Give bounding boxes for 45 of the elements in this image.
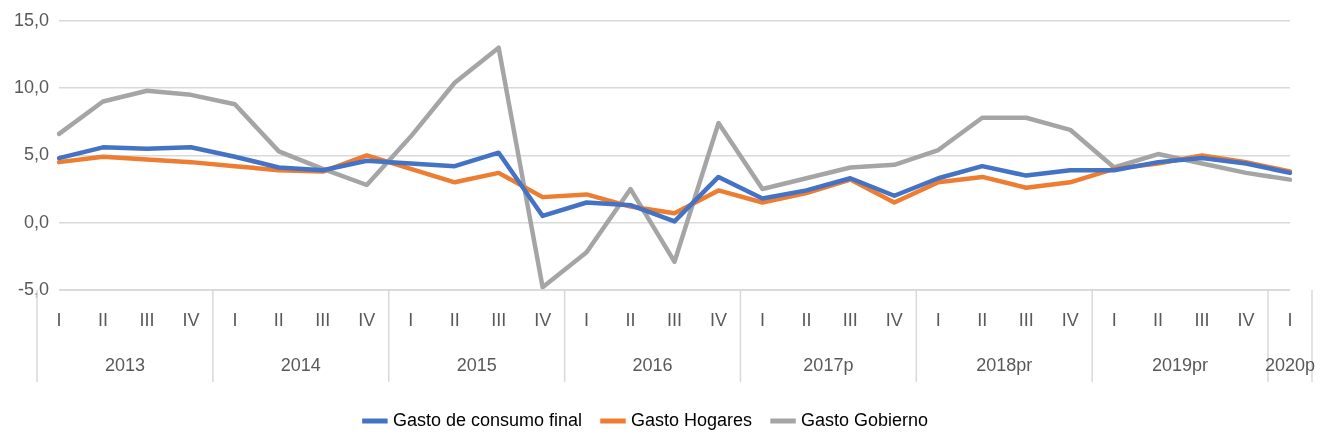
legend-label: Gasto Hogares bbox=[630, 409, 753, 430]
x-tick-label: III bbox=[842, 309, 858, 330]
x-tick-label: I bbox=[1287, 309, 1293, 330]
x-tick-label: III bbox=[667, 309, 683, 330]
x-tick-label: I bbox=[56, 309, 62, 330]
x-tick-label: II bbox=[97, 309, 108, 330]
x-tick-label: IV bbox=[534, 309, 552, 330]
x-tick-label: I bbox=[759, 309, 765, 330]
x-tick-label: II bbox=[625, 309, 636, 330]
x-tick-label: III bbox=[315, 309, 331, 330]
legend-label: Gasto de consumo final bbox=[392, 409, 582, 430]
x-tick-label: II bbox=[1153, 309, 1164, 330]
x-tick-label: III bbox=[491, 309, 507, 330]
x-tick-label: IV bbox=[885, 309, 903, 330]
text: 2013 bbox=[104, 354, 145, 375]
y-tick-label: 5,0 bbox=[24, 144, 50, 165]
text: 2016 bbox=[632, 354, 673, 375]
x-tick-label: II bbox=[801, 309, 812, 330]
y-tick-label: 0,0 bbox=[24, 211, 50, 232]
text: 2014 bbox=[280, 354, 321, 375]
x-tick-label: I bbox=[584, 309, 590, 330]
x-tick-label: II bbox=[273, 309, 284, 330]
y-tick-label: -5,0 bbox=[18, 278, 50, 299]
x-tick-label: I bbox=[935, 309, 941, 330]
y-tick-label: 15,0 bbox=[13, 9, 50, 30]
x-tick-label: IV bbox=[358, 309, 376, 330]
x-tick-label: I bbox=[232, 309, 238, 330]
x-tick-label: IV bbox=[709, 309, 727, 330]
x-tick-label: II bbox=[449, 309, 460, 330]
text: 2017p bbox=[803, 354, 854, 375]
text: 2018pr bbox=[976, 354, 1033, 375]
x-tick-label: I bbox=[408, 309, 414, 330]
x-tick-label: III bbox=[139, 309, 155, 330]
x-tick-label: II bbox=[977, 309, 988, 330]
legend-label: Gasto Gobierno bbox=[801, 409, 929, 430]
x-tick-label: III bbox=[1018, 309, 1034, 330]
text: 2015 bbox=[456, 354, 497, 375]
x-tick-label: I bbox=[1111, 309, 1117, 330]
text: 2019pr bbox=[1152, 354, 1209, 375]
x-tick-label: IV bbox=[1237, 309, 1255, 330]
text: 2020p bbox=[1264, 354, 1316, 375]
y-tick-label: 10,0 bbox=[13, 77, 50, 98]
x-tick-label: IV bbox=[182, 309, 200, 330]
x-tick-label: III bbox=[1194, 309, 1210, 330]
x-tick-label: IV bbox=[1061, 309, 1079, 330]
